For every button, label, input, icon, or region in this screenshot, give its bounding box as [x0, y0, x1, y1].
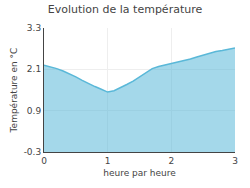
svg-text:heure par heure: heure par heure [103, 168, 176, 178]
svg-text:0: 0 [41, 156, 47, 166]
svg-text:3: 3 [232, 156, 238, 166]
svg-text:Evolution de la température: Evolution de la température [48, 3, 203, 16]
svg-text:-0.3: -0.3 [24, 147, 42, 157]
svg-text:0.9: 0.9 [27, 106, 42, 116]
svg-text:3.3: 3.3 [27, 23, 41, 33]
svg-text:Température en °C: Température en °C [9, 48, 19, 134]
svg-text:2: 2 [168, 156, 174, 166]
svg-text:2.1: 2.1 [27, 64, 41, 74]
svg-text:1: 1 [105, 156, 111, 166]
